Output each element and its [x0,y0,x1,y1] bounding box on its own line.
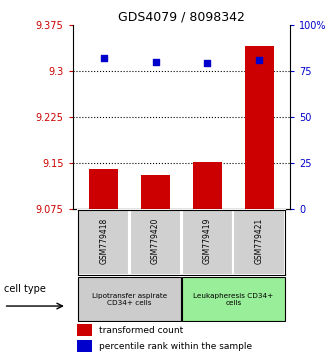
Bar [77,340,92,353]
Text: cell type: cell type [4,284,46,294]
Bar [233,210,285,275]
Text: Lipotransfer aspirate
CD34+ cells: Lipotransfer aspirate CD34+ cells [92,293,167,306]
Text: GSM779418: GSM779418 [99,218,108,264]
Bar [89,169,118,209]
Point [101,55,106,61]
Bar [78,210,129,275]
Bar [193,162,222,209]
Point [257,57,262,63]
Text: GSM779419: GSM779419 [203,218,212,264]
Text: percentile rank within the sample: percentile rank within the sample [99,342,252,351]
Bar [78,277,182,321]
Point [153,59,158,64]
Point [205,61,210,66]
Bar [182,277,285,321]
Text: Leukapheresis CD34+
cells: Leukapheresis CD34+ cells [193,293,274,306]
Text: GSM779420: GSM779420 [151,218,160,264]
Title: GDS4079 / 8098342: GDS4079 / 8098342 [118,11,245,24]
Text: GSM779421: GSM779421 [255,218,264,264]
Bar [77,324,92,336]
Text: transformed count: transformed count [99,326,183,335]
Bar [182,210,233,275]
Bar [130,210,181,275]
Bar [141,175,170,209]
Bar [245,46,274,209]
